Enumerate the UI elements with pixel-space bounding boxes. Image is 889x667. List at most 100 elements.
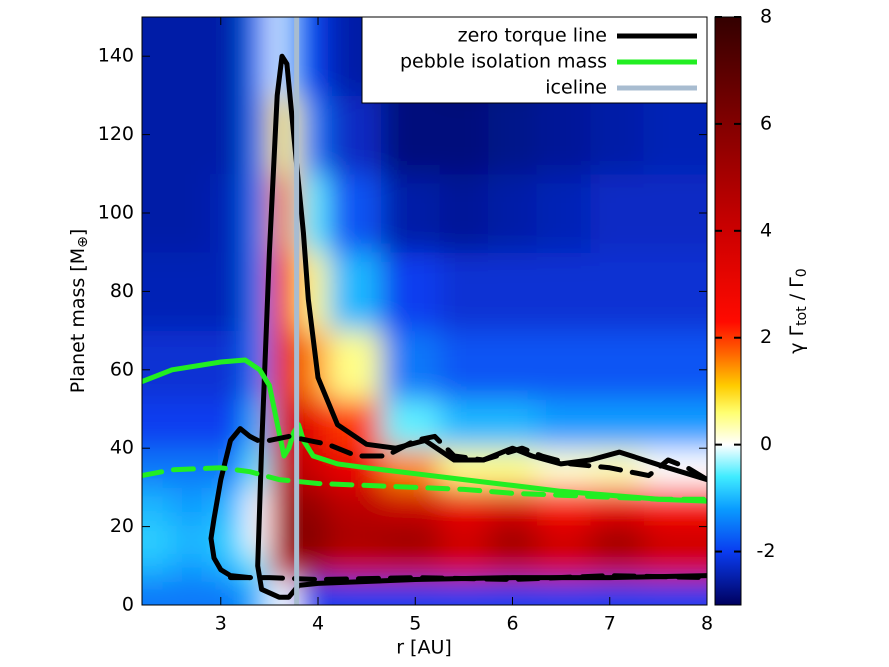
heat-cell <box>269 330 285 400</box>
heat-cell <box>172 399 212 449</box>
heat-cell <box>172 173 212 253</box>
x-tick-label: 5 <box>409 613 421 635</box>
heat-cell <box>142 487 173 526</box>
heat-cell <box>439 173 489 253</box>
heat-cell <box>488 95 538 175</box>
heat-cell <box>536 252 591 332</box>
legend: zero torque line pebble isolation mass ice… <box>361 16 708 104</box>
dashed-line <box>142 465 707 502</box>
colorbar-tick-label: 6 <box>760 112 772 134</box>
label-part: ] <box>67 229 89 236</box>
heat-cell <box>590 330 645 400</box>
heat-cell <box>172 95 212 175</box>
heat-cell <box>211 252 246 332</box>
heat-cell <box>211 579 246 605</box>
heat-cell <box>643 579 707 605</box>
colorbar-tick-label: -2 <box>757 540 776 562</box>
heat-cell <box>327 579 382 605</box>
subscript: tot <box>794 306 810 326</box>
line <box>142 357 707 504</box>
heat-cell <box>643 173 707 253</box>
subscript: ⊕ <box>75 236 91 248</box>
heat-cell <box>439 524 489 555</box>
heat-cell <box>536 448 591 488</box>
heat-cell <box>298 17 329 96</box>
heat-cell <box>298 95 329 175</box>
heat-cell <box>381 252 441 332</box>
heat-cell <box>211 17 246 96</box>
heat-cell <box>327 173 382 253</box>
heat-cell <box>381 448 441 488</box>
heat-cell <box>269 487 285 526</box>
heat-cell <box>172 487 212 526</box>
colorbar-tick-label: 8 <box>760 6 772 28</box>
heat-cell <box>327 554 382 581</box>
heat-cell <box>298 487 329 526</box>
heat-cell <box>643 330 707 400</box>
heat-cell <box>269 579 285 605</box>
heat-cell <box>590 173 645 253</box>
legend-label: pebble isolation mass <box>400 51 607 73</box>
x-tick-label: 6 <box>506 613 518 635</box>
y-tick-label: 80 <box>110 280 134 302</box>
y-axis-label: Planet mass [M⊕] <box>67 229 92 394</box>
line <box>208 426 261 581</box>
x-tick-label: 3 <box>215 613 227 635</box>
heat-cell <box>536 399 591 449</box>
colorbar-tick-label: 4 <box>760 219 772 241</box>
colorbar-label: γ Γtot / Γ0 <box>786 268 811 353</box>
heat-cell <box>142 399 173 449</box>
label-part: Planet mass [M <box>67 248 89 393</box>
heat-cell <box>327 330 382 400</box>
y-tick-label: 60 <box>110 358 134 380</box>
heat-cell <box>643 399 707 449</box>
heat-cell <box>488 173 538 253</box>
colorbar <box>714 16 742 606</box>
heat-cell <box>327 252 382 332</box>
heat-cell <box>590 579 645 605</box>
heat-cell <box>245 17 270 96</box>
label-part: γ Γ <box>786 325 808 353</box>
heat-cell <box>439 579 489 605</box>
heat-cell <box>488 399 538 449</box>
heat-cell <box>269 252 285 332</box>
heat-cell <box>488 524 538 555</box>
legend-label: iceline <box>545 77 607 99</box>
heat-cell <box>439 487 489 526</box>
y-tick-label: 20 <box>110 515 134 537</box>
heat-cell <box>298 524 329 555</box>
heat-cell <box>142 579 173 605</box>
y-tick-label: 100 <box>98 202 134 224</box>
lines <box>142 17 707 605</box>
heat-cell <box>590 252 645 332</box>
heat-cell <box>269 554 285 581</box>
dashed-line <box>228 573 707 582</box>
heat-cell <box>142 330 173 400</box>
heat-cell <box>439 252 489 332</box>
heat-cell <box>643 95 707 175</box>
heat-cell <box>590 95 645 175</box>
heat-cell <box>327 95 382 175</box>
heat-cell <box>536 330 591 400</box>
heat-cell <box>381 95 441 175</box>
heat-cell <box>488 252 538 332</box>
heat-cell <box>172 17 212 96</box>
heat-cell <box>643 252 707 332</box>
heat-cell <box>142 554 173 581</box>
heat-cell <box>172 252 212 332</box>
heat-cell <box>172 524 212 555</box>
heat-cell <box>536 173 591 253</box>
heat-cell <box>327 524 382 555</box>
heat-cell <box>172 579 212 605</box>
colorbar-tick-label: 0 <box>760 433 772 455</box>
heat-cell <box>643 487 707 526</box>
heat-cell <box>439 399 489 449</box>
heat-cell <box>590 399 645 449</box>
heat-cell <box>536 95 591 175</box>
heat-cell <box>381 487 441 526</box>
heat-cell <box>488 330 538 400</box>
x-tick-label: 7 <box>604 613 616 635</box>
heat-cell <box>536 524 591 555</box>
